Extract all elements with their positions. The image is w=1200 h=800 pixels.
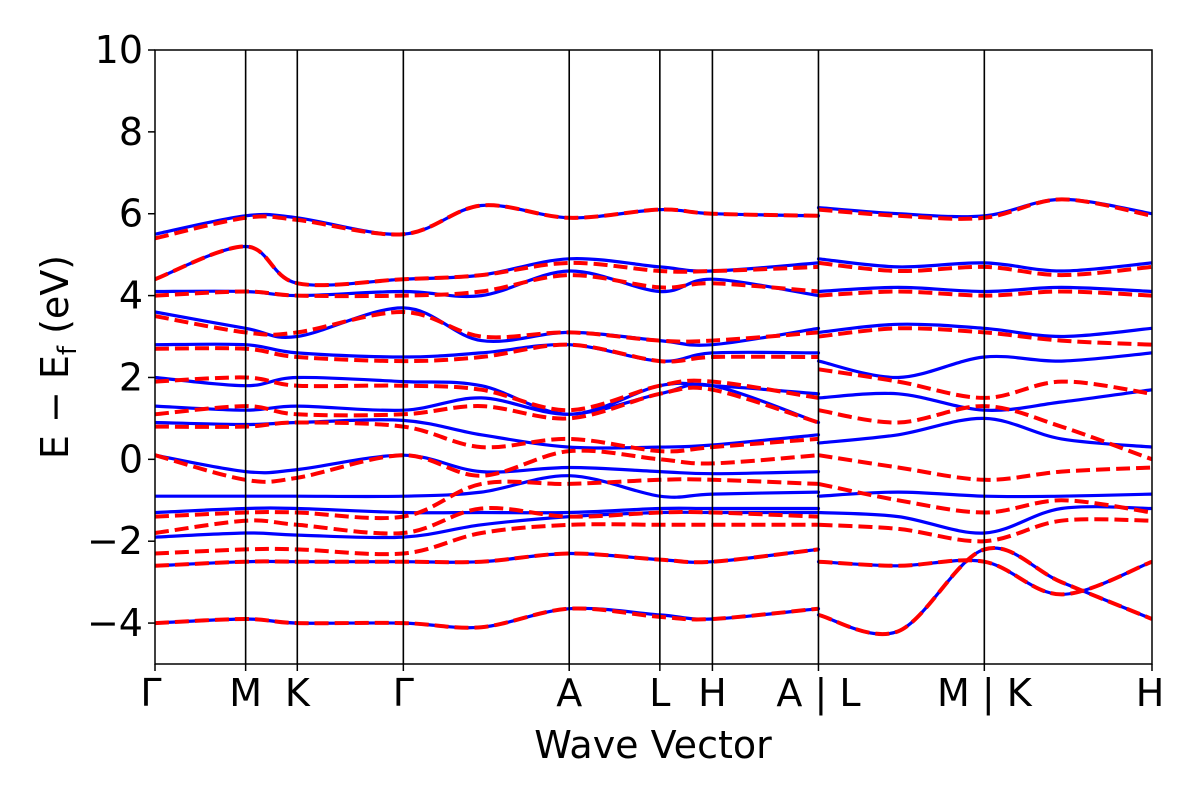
y-tick-label: 10 <box>95 28 143 72</box>
y-tick-label: 4 <box>119 274 143 318</box>
plot-frame <box>154 49 1153 665</box>
x-tick-label: A <box>556 671 582 715</box>
x-axis-title: Wave Vector <box>534 723 772 767</box>
y-tick-label: −2 <box>87 519 143 563</box>
dashed-band-line <box>818 404 1152 462</box>
dashed-band-line <box>155 244 819 288</box>
y-tick-label: 2 <box>119 355 143 399</box>
dashed-band-line <box>155 309 819 344</box>
y-tick-label: 6 <box>119 192 143 236</box>
y-tick-label: 0 <box>119 437 143 481</box>
solid-band-line <box>155 418 821 450</box>
solid-band-line <box>155 474 821 499</box>
dashed-band-line <box>818 326 1152 347</box>
dashed-band-line <box>155 342 819 364</box>
x-tick-label: H <box>698 671 727 715</box>
solid-band-line <box>155 342 821 363</box>
dashed-band-line <box>818 453 1152 482</box>
y-tick-label: −4 <box>87 601 143 645</box>
dashed-band-line <box>155 606 819 630</box>
solid-band-line <box>155 506 821 515</box>
dashed-band-line <box>155 522 819 557</box>
dashed-band-line <box>155 448 819 484</box>
dashed-band-line <box>818 517 1152 544</box>
y-axis-title-tail: (eV) <box>33 255 77 346</box>
x-tick-label: L <box>649 671 670 715</box>
solid-band-line <box>155 375 821 416</box>
dashed-band-line <box>155 273 819 299</box>
bands-layer <box>155 197 1152 637</box>
x-tick-label: M <box>229 671 262 715</box>
solid-band-line <box>155 203 821 236</box>
y-axis-title-main: E − E <box>33 355 77 459</box>
solid-band-line <box>816 351 1152 380</box>
x-tick-label: M | K <box>937 671 1033 716</box>
y-axis-ticks: −4 −2 0 2 4 6 8 10 <box>87 28 155 645</box>
dashed-band-line <box>818 558 1152 597</box>
y-axis-title: E − Ef (eV) <box>33 255 83 459</box>
dashed-band-line <box>155 375 819 413</box>
dashed-band-line <box>155 203 819 241</box>
x-tick-label: Γ <box>393 671 414 715</box>
solid-band-line <box>155 453 821 476</box>
y-axis-title-sub: f <box>53 345 83 355</box>
x-tick-label: Γ <box>140 671 161 715</box>
x-tick-label: H <box>1136 671 1165 715</box>
dashed-band-line <box>155 477 819 521</box>
x-tick-label: K <box>285 671 311 715</box>
dashed-band-line <box>155 547 819 568</box>
x-tick-label: A | L <box>776 671 860 716</box>
dashed-band-line <box>155 420 819 454</box>
dashed-band-line <box>155 506 819 536</box>
y-tick-label: 8 <box>119 110 143 154</box>
dashed-band-line <box>155 385 820 425</box>
kpoint-lines <box>244 50 986 664</box>
